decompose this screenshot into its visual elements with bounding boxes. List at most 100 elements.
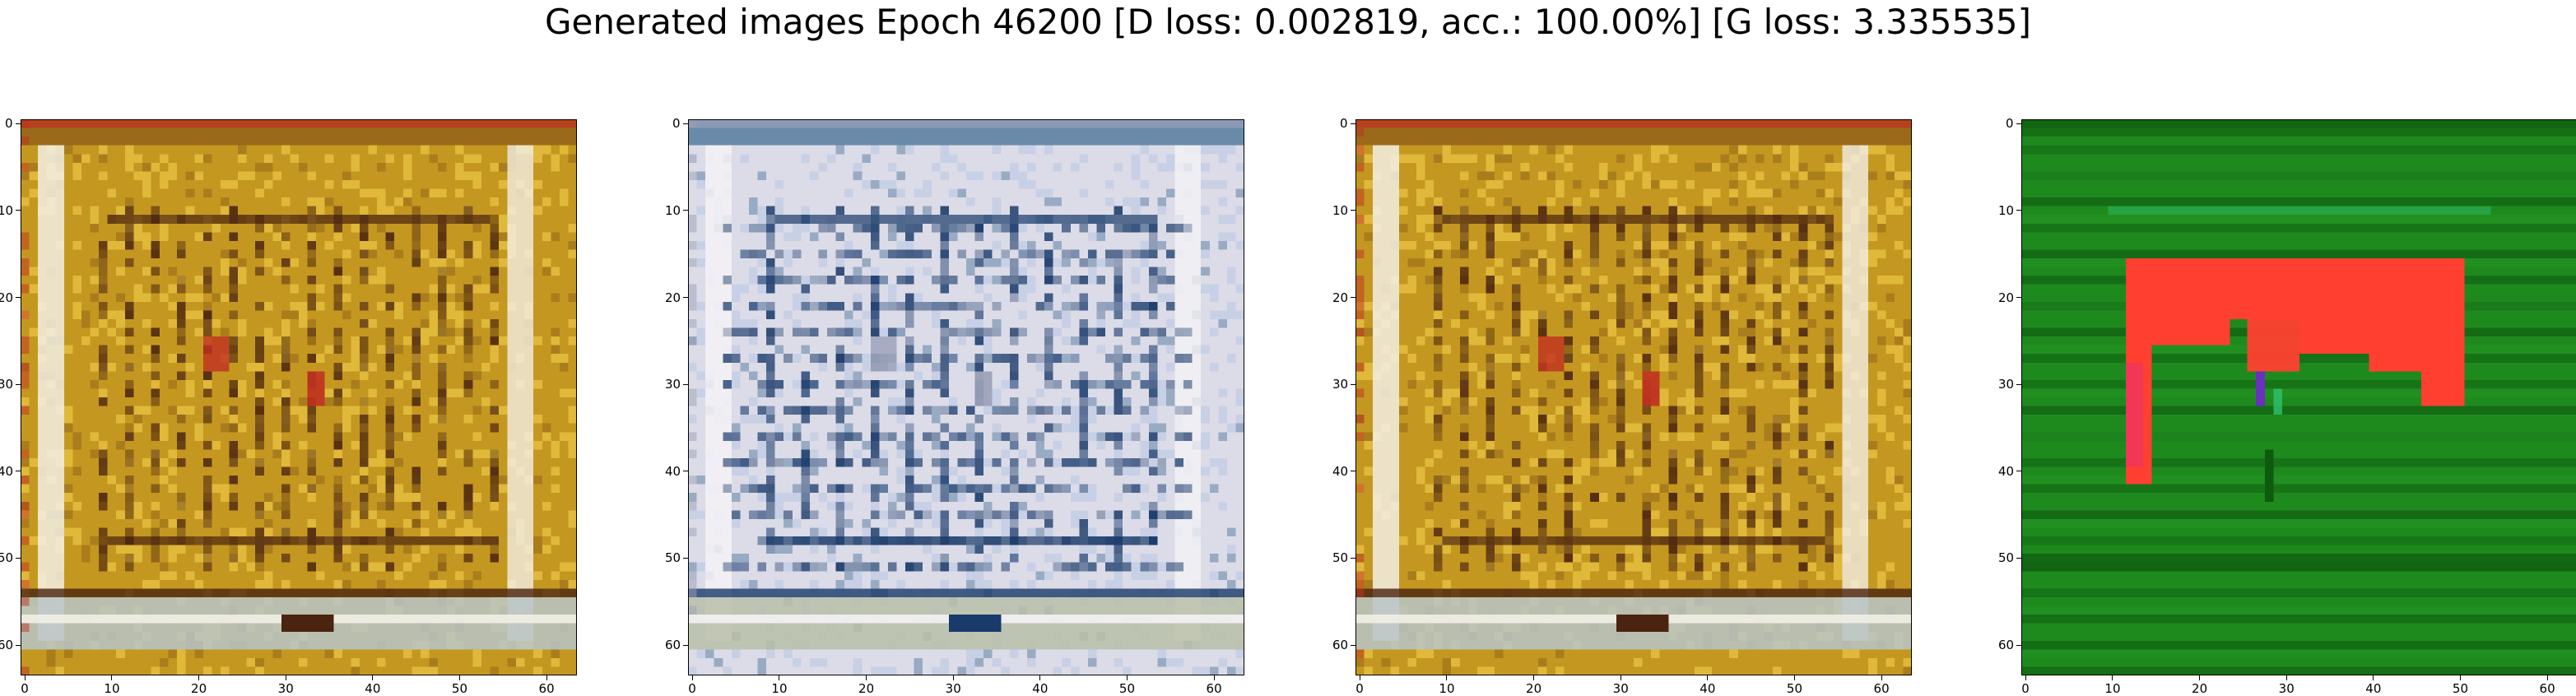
x-tick bbox=[546, 675, 547, 680]
x-tick bbox=[1533, 675, 1535, 680]
y-tick-label: 30 bbox=[1998, 377, 2015, 392]
x-tick bbox=[952, 675, 954, 680]
x-tick-label: 10 bbox=[771, 681, 788, 696]
generated-image-1 bbox=[21, 119, 577, 675]
y-tick bbox=[2016, 210, 2021, 211]
y-tick-label: 10 bbox=[1332, 202, 1349, 218]
generated-image-2 bbox=[688, 119, 1244, 675]
x-tick bbox=[1039, 675, 1041, 680]
y-tick-label: 50 bbox=[665, 550, 681, 566]
y-tick bbox=[1351, 557, 1355, 559]
y-tick bbox=[16, 210, 21, 211]
y-tick bbox=[1351, 210, 1355, 211]
x-tick bbox=[2199, 675, 2201, 680]
x-tick bbox=[458, 675, 460, 680]
x-tick bbox=[372, 675, 374, 680]
y-tick bbox=[2016, 297, 2021, 299]
x-tick-label: 20 bbox=[191, 681, 207, 696]
y-tick bbox=[16, 297, 21, 299]
x-tick-label: 60 bbox=[2539, 681, 2555, 696]
y-tick-label: 60 bbox=[0, 638, 14, 653]
figure-title: Generated images Epoch 46200 [D loss: 0.… bbox=[544, 2, 2032, 42]
x-tick bbox=[1620, 675, 1621, 680]
y-tick bbox=[683, 557, 688, 559]
y-tick bbox=[16, 383, 21, 385]
y-tick-label: 60 bbox=[665, 638, 681, 653]
x-tick-label: 60 bbox=[538, 681, 555, 696]
x-tick-label: 0 bbox=[688, 681, 696, 696]
x-tick bbox=[111, 675, 113, 680]
y-tick bbox=[683, 644, 688, 646]
y-tick bbox=[16, 557, 21, 559]
y-tick-label: 30 bbox=[1332, 377, 1349, 392]
y-tick-label: 20 bbox=[665, 290, 681, 305]
x-tick bbox=[1213, 675, 1215, 680]
subplot-2: 0 10 20 30 40 50 60 0 10 20 30 40 50 60 bbox=[665, 118, 1244, 695]
x-tick bbox=[1446, 675, 1448, 680]
y-tick-label: 60 bbox=[1998, 638, 2015, 653]
y-tick-label: 50 bbox=[1998, 550, 2015, 566]
y-tick bbox=[683, 297, 688, 299]
y-tick bbox=[1351, 644, 1355, 646]
x-tick-label: 10 bbox=[2104, 681, 2121, 696]
y-tick-label: 60 bbox=[1332, 638, 1349, 653]
y-tick bbox=[2016, 383, 2021, 385]
x-tick bbox=[2285, 675, 2287, 680]
x-tick-label: 60 bbox=[1206, 681, 1222, 696]
y-tick bbox=[1351, 297, 1355, 299]
x-tick-label: 40 bbox=[1032, 681, 1049, 696]
y-tick-label: 20 bbox=[1998, 290, 2015, 305]
subplot-1: 0 10 20 30 40 50 60 0 10 20 30 40 50 60 bbox=[0, 118, 577, 695]
x-tick bbox=[691, 675, 693, 680]
y-tick-label: 10 bbox=[1998, 202, 2015, 218]
x-tick-label: 50 bbox=[451, 681, 467, 696]
x-tick bbox=[2025, 675, 2026, 680]
y-tick-label: 40 bbox=[1998, 463, 2015, 479]
y-tick-label: 50 bbox=[0, 550, 14, 566]
x-tick bbox=[866, 675, 867, 680]
x-tick bbox=[24, 675, 26, 680]
y-tick-label: 30 bbox=[665, 377, 681, 392]
x-tick-label: 40 bbox=[2365, 681, 2382, 696]
axes-frame bbox=[688, 119, 1244, 675]
x-tick-label: 20 bbox=[858, 681, 875, 696]
x-tick bbox=[2459, 675, 2461, 680]
y-tick-label: 10 bbox=[0, 202, 14, 218]
y-tick-label: 20 bbox=[0, 290, 14, 305]
x-tick-label: 50 bbox=[2452, 681, 2468, 696]
x-tick-label: 40 bbox=[365, 681, 381, 696]
axes-frame bbox=[2021, 119, 2576, 675]
y-tick bbox=[2016, 644, 2021, 646]
subplot-3: 0 10 20 30 40 50 60 0 10 20 30 40 50 60 bbox=[1332, 118, 1912, 695]
generated-image-4 bbox=[2021, 119, 2576, 675]
y-tick-label: 50 bbox=[1332, 550, 1349, 566]
y-tick-label: 0 bbox=[2006, 116, 2014, 132]
x-tick bbox=[1707, 675, 1709, 680]
x-tick-label: 30 bbox=[2278, 681, 2295, 696]
x-tick-label: 0 bbox=[1355, 681, 1364, 696]
axes-frame bbox=[1355, 119, 1912, 675]
x-tick-label: 50 bbox=[1118, 681, 1135, 696]
x-tick bbox=[1126, 675, 1128, 680]
x-tick-label: 0 bbox=[2021, 681, 2030, 696]
y-tick-label: 0 bbox=[5, 116, 13, 132]
y-tick-label: 0 bbox=[672, 116, 681, 132]
y-tick bbox=[2016, 557, 2021, 559]
x-tick-label: 20 bbox=[1526, 681, 1542, 696]
y-tick bbox=[683, 383, 688, 385]
subplot-4: 0 10 20 30 40 50 60 0 10 20 30 40 50 60 bbox=[1998, 118, 2576, 695]
y-tick bbox=[683, 123, 688, 124]
x-tick bbox=[2546, 675, 2548, 680]
y-tick bbox=[1351, 383, 1355, 385]
x-tick-label: 20 bbox=[2192, 681, 2208, 696]
y-tick bbox=[16, 123, 21, 124]
y-tick-label: 40 bbox=[0, 463, 14, 479]
y-tick-label: 0 bbox=[1340, 116, 1348, 132]
x-tick-label: 40 bbox=[1700, 681, 1716, 696]
x-tick-label: 30 bbox=[945, 681, 961, 696]
axes-frame bbox=[21, 119, 577, 675]
generated-image-3 bbox=[1355, 119, 1912, 675]
y-tick bbox=[683, 210, 688, 211]
x-tick-label: 50 bbox=[1786, 681, 1802, 696]
y-tick-label: 40 bbox=[665, 463, 681, 479]
